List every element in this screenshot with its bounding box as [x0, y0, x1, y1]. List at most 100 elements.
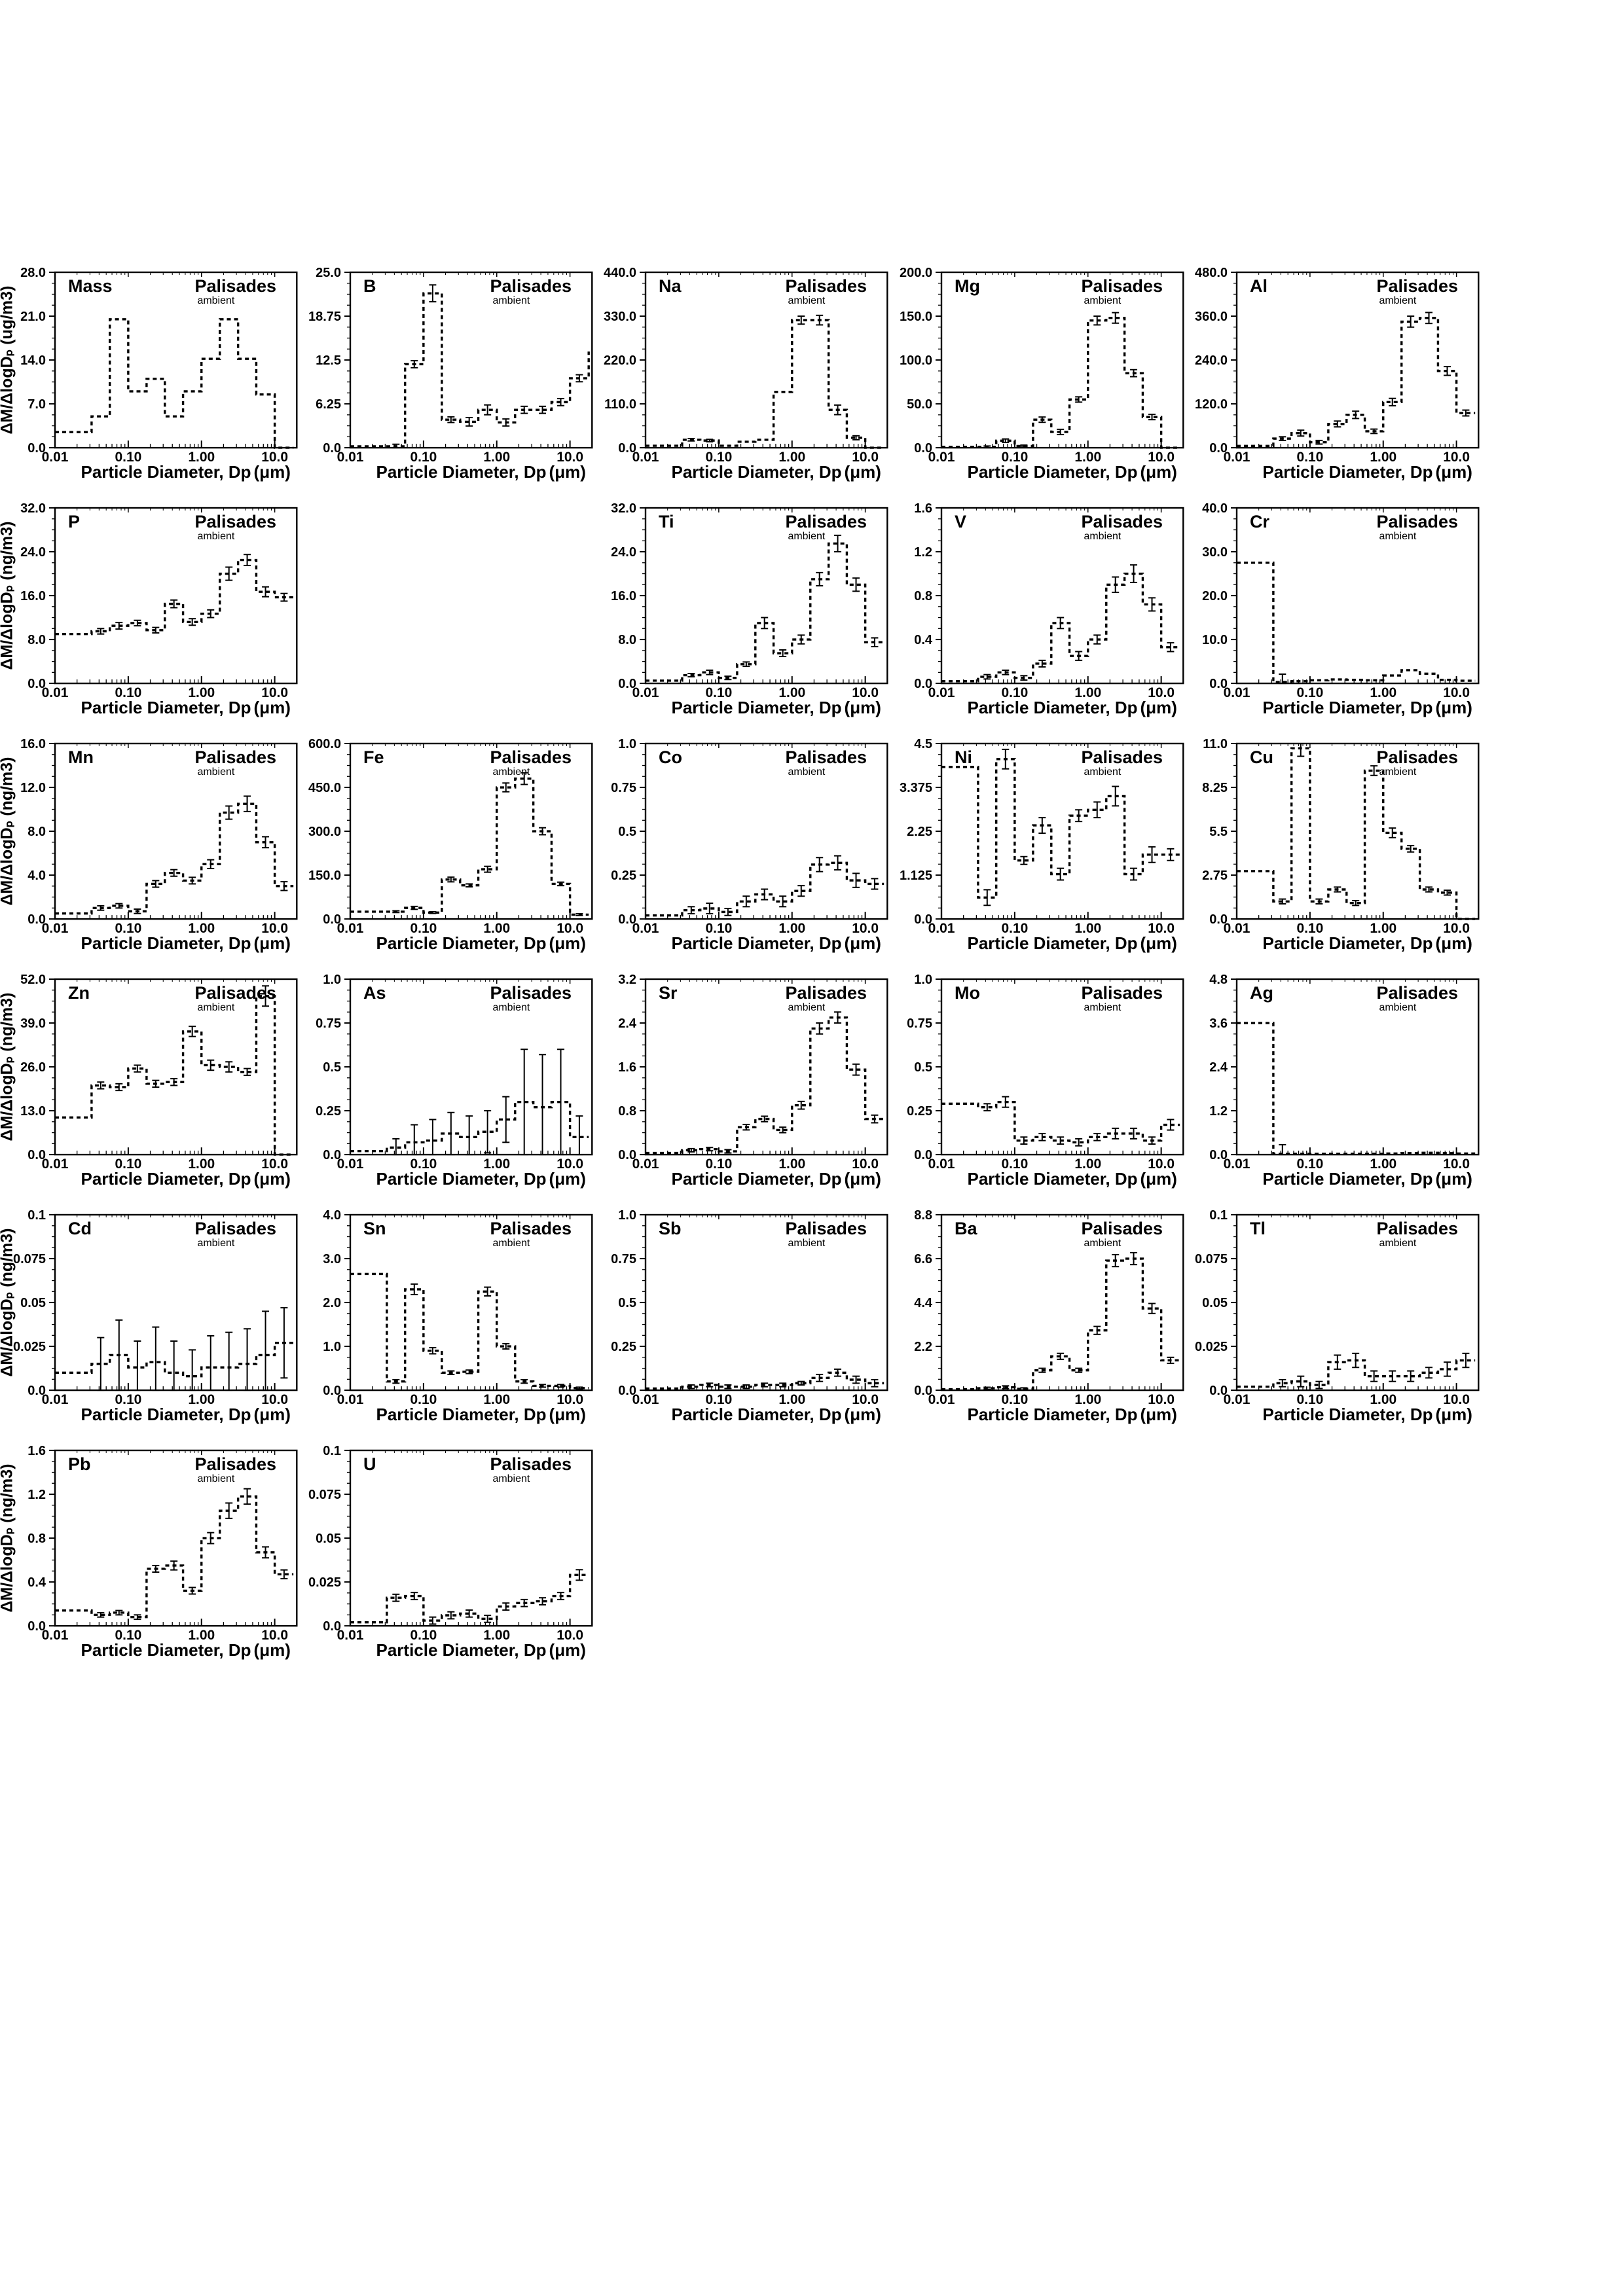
svg-text:Palisades: Palisades: [1081, 276, 1163, 295]
svg-text:Palisades: Palisades: [786, 511, 867, 531]
svg-text:14.0: 14.0: [20, 353, 46, 368]
svg-text:Palisades: Palisades: [1377, 511, 1459, 531]
svg-text:Al: Al: [1250, 276, 1267, 295]
svg-text:0.25: 0.25: [316, 1104, 341, 1119]
svg-text:Sb: Sb: [659, 1218, 681, 1238]
svg-text:Particle Diameter, Dp: Particle Diameter, Dp: [376, 933, 547, 953]
svg-text:13.0: 13.0: [20, 1104, 46, 1119]
svg-text:0.25: 0.25: [907, 1104, 932, 1119]
svg-text:ambient: ambient: [1084, 530, 1121, 541]
svg-text:Cd: Cd: [68, 1218, 92, 1238]
svg-text:(μm): (μm): [1436, 1405, 1472, 1424]
svg-text:6.6: 6.6: [914, 1252, 932, 1266]
svg-text:Particle Diameter, Dp: Particle Diameter, Dp: [967, 698, 1137, 717]
svg-text:16.0: 16.0: [611, 589, 636, 603]
svg-text:Palisades: Palisades: [194, 1218, 276, 1238]
svg-text:1.125: 1.125: [900, 869, 932, 883]
svg-text:0.0: 0.0: [323, 912, 341, 927]
svg-text:12.5: 12.5: [316, 353, 341, 368]
svg-text:ambient: ambient: [197, 766, 234, 777]
svg-text:3.6: 3.6: [1209, 1016, 1228, 1031]
svg-text:0.0: 0.0: [27, 912, 46, 927]
svg-text:Particle Diameter, Dp: Particle Diameter, Dp: [81, 933, 251, 953]
svg-text:Particle Diameter, Dp: Particle Diameter, Dp: [672, 698, 842, 717]
svg-text:0.025: 0.025: [13, 1340, 46, 1354]
svg-text:Co: Co: [659, 747, 682, 766]
svg-text:8.0: 8.0: [27, 633, 46, 647]
svg-text:0.05: 0.05: [1202, 1296, 1228, 1310]
svg-text:28.0: 28.0: [20, 265, 46, 279]
svg-text:4.0: 4.0: [323, 1208, 341, 1222]
svg-text:(μm): (μm): [1436, 462, 1472, 482]
svg-text:Particle Diameter, Dp: Particle Diameter, Dp: [1263, 1405, 1433, 1424]
svg-text:50.0: 50.0: [907, 397, 932, 412]
svg-text:ambient: ambient: [492, 1473, 530, 1484]
svg-text:0.0: 0.0: [27, 677, 46, 691]
svg-text:2.4: 2.4: [619, 1016, 637, 1031]
svg-text:ambient: ambient: [1084, 1001, 1121, 1013]
svg-text:0.0: 0.0: [914, 441, 932, 456]
svg-text:Palisades: Palisades: [786, 1218, 867, 1238]
svg-text:7.0: 7.0: [27, 397, 46, 412]
svg-text:1.2: 1.2: [1209, 1104, 1228, 1119]
svg-text:18.75: 18.75: [308, 310, 341, 324]
svg-text:0.0: 0.0: [914, 1148, 932, 1162]
svg-text:0.75: 0.75: [316, 1016, 341, 1031]
svg-text:Palisades: Palisades: [194, 747, 276, 766]
svg-text:As: As: [363, 982, 386, 1002]
svg-text:Fe: Fe: [363, 747, 384, 766]
svg-text:Particle Diameter, Dp: Particle Diameter, Dp: [376, 1169, 547, 1189]
svg-text:Particle Diameter, Dp: Particle Diameter, Dp: [672, 1405, 842, 1424]
svg-text:0.0: 0.0: [27, 1619, 46, 1634]
svg-text:ambient: ambient: [788, 1237, 826, 1248]
svg-text:2.2: 2.2: [914, 1340, 932, 1354]
svg-text:0.5: 0.5: [323, 1060, 341, 1075]
svg-text:Palisades: Palisades: [1377, 982, 1459, 1002]
svg-text:Ba: Ba: [955, 1218, 977, 1238]
svg-text:ambient: ambient: [788, 766, 826, 777]
svg-text:Palisades: Palisades: [1081, 511, 1163, 531]
svg-text:0.4: 0.4: [914, 633, 932, 647]
svg-text:0.0: 0.0: [914, 1384, 932, 1398]
svg-text:32.0: 32.0: [611, 501, 636, 515]
svg-text:Zn: Zn: [68, 982, 90, 1002]
svg-text:0.0: 0.0: [1209, 677, 1228, 691]
svg-text:Particle Diameter, Dp: Particle Diameter, Dp: [672, 933, 842, 953]
svg-text:20.0: 20.0: [1202, 589, 1228, 603]
svg-text:0.0: 0.0: [27, 1384, 46, 1398]
svg-text:Particle Diameter, Dp: Particle Diameter, Dp: [1263, 933, 1433, 953]
svg-text:110.0: 110.0: [604, 397, 636, 412]
svg-text:40.0: 40.0: [1202, 501, 1228, 515]
svg-text:2.25: 2.25: [907, 825, 932, 839]
svg-text:Palisades: Palisades: [490, 1218, 572, 1238]
svg-text:1.6: 1.6: [27, 1443, 46, 1458]
svg-text:0.5: 0.5: [619, 825, 637, 839]
svg-text:0.1: 0.1: [1209, 1208, 1228, 1222]
svg-text:Palisades: Palisades: [490, 747, 572, 766]
svg-text:ambient: ambient: [788, 1001, 826, 1013]
svg-text:Particle Diameter, Dp: Particle Diameter, Dp: [967, 1405, 1137, 1424]
svg-text:ambient: ambient: [197, 295, 234, 306]
svg-text:Particle Diameter, Dp: Particle Diameter, Dp: [1263, 462, 1433, 482]
svg-text:Cu: Cu: [1250, 747, 1273, 766]
svg-text:0.5: 0.5: [914, 1060, 932, 1075]
svg-text:0.025: 0.025: [1195, 1340, 1228, 1354]
svg-text:120.0: 120.0: [1195, 397, 1228, 412]
svg-text:Palisades: Palisades: [490, 276, 572, 295]
svg-text:Palisades: Palisades: [490, 982, 572, 1002]
svg-text:Particle Diameter, Dp: Particle Diameter, Dp: [967, 1169, 1137, 1189]
svg-text:1.6: 1.6: [914, 501, 932, 515]
svg-text:(μm): (μm): [1436, 698, 1472, 717]
svg-text:Particle Diameter, Dp: Particle Diameter, Dp: [1263, 1169, 1433, 1189]
svg-text:0.75: 0.75: [907, 1016, 932, 1031]
svg-text:ambient: ambient: [1379, 1237, 1417, 1248]
svg-text:0.025: 0.025: [308, 1575, 341, 1590]
svg-text:0.05: 0.05: [316, 1532, 341, 1546]
svg-text:0.0: 0.0: [323, 1384, 341, 1398]
svg-text:ambient: ambient: [1084, 295, 1121, 306]
svg-text:8.25: 8.25: [1202, 781, 1228, 795]
svg-text:(μm): (μm): [1436, 1169, 1472, 1189]
svg-text:2.4: 2.4: [1209, 1060, 1228, 1075]
svg-text:Sn: Sn: [363, 1218, 386, 1238]
svg-text:ambient: ambient: [492, 1001, 530, 1013]
